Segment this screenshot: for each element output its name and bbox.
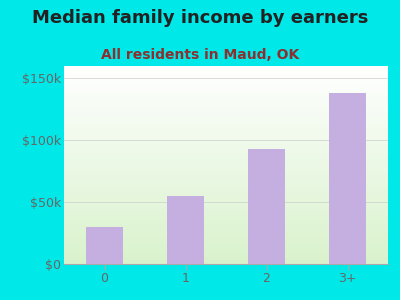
Text: Median family income by earners: Median family income by earners (32, 9, 368, 27)
Bar (167, 196, 204, 264)
Text: All residents in Maud, OK: All residents in Maud, OK (101, 48, 299, 62)
Bar (248, 149, 285, 264)
Bar (329, 93, 366, 264)
Bar (86, 227, 123, 264)
